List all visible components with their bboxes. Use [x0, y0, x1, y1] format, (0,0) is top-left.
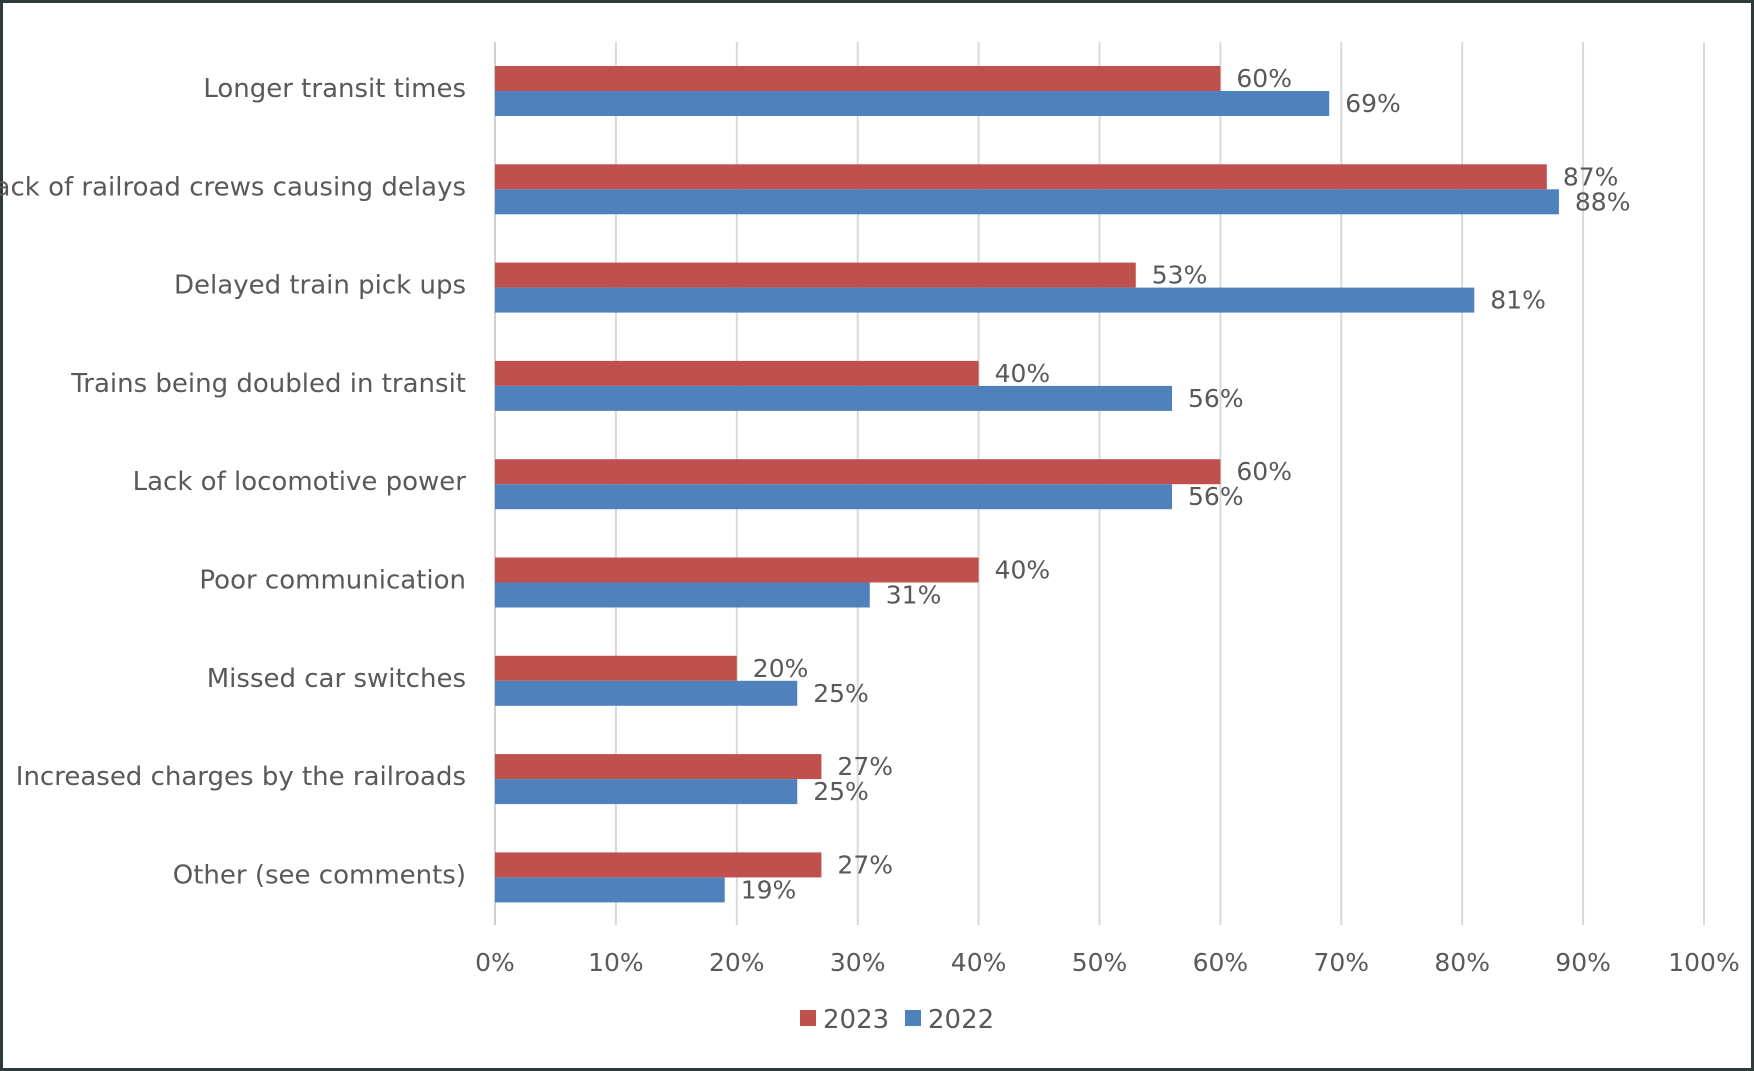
data-label: 40% — [995, 556, 1051, 585]
bar-2022-8 — [495, 877, 725, 903]
data-label: 25% — [813, 777, 869, 806]
bar-2023-1 — [495, 164, 1547, 190]
bars — [495, 66, 1559, 903]
bar-2023-7 — [495, 754, 822, 780]
data-label: 25% — [813, 679, 869, 708]
bar-2022-4 — [495, 484, 1173, 510]
x-tick-label: 30% — [830, 948, 886, 977]
data-label: 56% — [1188, 384, 1244, 413]
category-label: Increased charges by the railroads — [16, 762, 466, 792]
x-axis-tick-labels: 0% 10% 20% 30% 40% 50% 60% 70% 80% 90% 100% — [475, 948, 1740, 977]
data-label: 19% — [741, 875, 797, 904]
bar-2022-6 — [495, 680, 798, 706]
bar-2023-0 — [495, 66, 1221, 91]
data-label: 27% — [837, 850, 893, 879]
category-label: Longer transit times — [203, 74, 466, 104]
data-labels: 60%69%87%88%53%81%40%56%60%56%40%31%20%2… — [741, 64, 1631, 904]
legend-swatch-2023 — [800, 1010, 816, 1026]
category-labels: Longer transit times Lack of railroad cre… — [0, 74, 466, 890]
data-label: 27% — [837, 752, 893, 781]
bar-2023-2 — [495, 262, 1136, 288]
bar-2022-2 — [495, 287, 1475, 313]
data-label: 60% — [1236, 457, 1292, 486]
data-label: 56% — [1188, 482, 1244, 511]
bar-2023-5 — [495, 557, 979, 583]
x-tick-label: 60% — [1193, 948, 1249, 977]
bar-2022-0 — [495, 91, 1330, 116]
x-tick-label: 10% — [588, 948, 644, 977]
category-label: Trains being doubled in transit — [70, 369, 466, 399]
bar-2023-3 — [495, 360, 979, 386]
legend: 2023 2022 — [800, 1005, 994, 1035]
category-label: Other (see comments) — [173, 860, 466, 890]
x-tick-label: 70% — [1314, 948, 1370, 977]
category-label: Lack of railroad crews causing delays — [0, 172, 466, 202]
x-tick-label: 20% — [709, 948, 765, 977]
bar-2023-8 — [495, 852, 822, 878]
x-tick-label: 90% — [1555, 948, 1611, 977]
bar-2022-3 — [495, 385, 1173, 411]
bar-2023-6 — [495, 655, 737, 681]
bar-2023-4 — [495, 459, 1221, 485]
x-tick-label: 0% — [475, 948, 515, 977]
bar-2022-5 — [495, 582, 870, 608]
data-label: 31% — [886, 581, 942, 610]
x-tick-label: 40% — [951, 948, 1007, 977]
data-label: 69% — [1345, 89, 1401, 118]
x-tick-label: 80% — [1434, 948, 1490, 977]
category-label: Delayed train pick ups — [174, 271, 466, 301]
data-label: 40% — [995, 359, 1051, 388]
legend-label-2023: 2023 — [823, 1005, 889, 1035]
x-tick-label: 100% — [1668, 948, 1739, 977]
data-label: 87% — [1563, 162, 1619, 191]
bar-2022-1 — [495, 189, 1559, 215]
x-tick-label: 50% — [1072, 948, 1128, 977]
data-label: 81% — [1490, 286, 1546, 315]
legend-swatch-2022 — [905, 1010, 921, 1026]
data-label: 20% — [753, 654, 809, 683]
legend-label-2022: 2022 — [928, 1005, 994, 1035]
data-label: 88% — [1575, 187, 1631, 216]
category-label: Lack of locomotive power — [133, 467, 467, 497]
data-label: 60% — [1236, 64, 1292, 93]
category-label: Poor communication — [199, 566, 466, 596]
category-label: Missed car switches — [207, 664, 466, 694]
bar-2022-7 — [495, 779, 798, 805]
data-label: 53% — [1152, 261, 1208, 290]
